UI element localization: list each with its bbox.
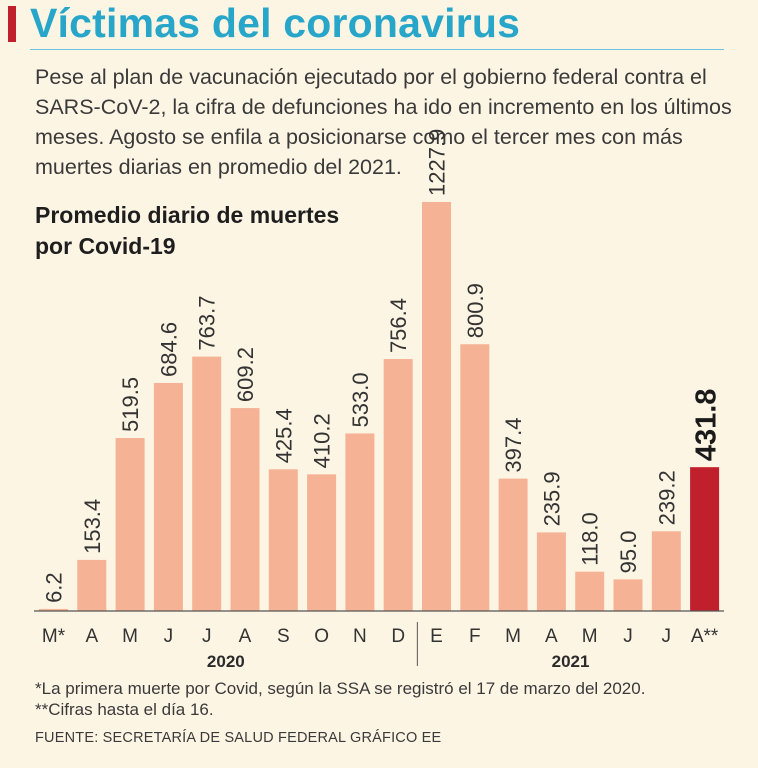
bar — [268, 469, 298, 611]
x-tick-label: A — [545, 626, 558, 647]
x-tick-label: A — [239, 626, 252, 647]
x-tick-label: J — [164, 626, 174, 647]
footnote-partial-month: **Cifras hasta el día 16. — [35, 700, 214, 719]
data-label: 425.4 — [271, 408, 296, 463]
data-label: 239.2 — [654, 470, 679, 525]
bar — [307, 474, 337, 611]
year-label: 2021 — [552, 652, 590, 671]
year-label: 2020 — [207, 652, 245, 671]
bar — [690, 467, 720, 611]
x-tick-label: E — [430, 626, 443, 647]
title-accent-bar — [8, 6, 16, 42]
bar — [39, 608, 68, 611]
data-label: 235.9 — [539, 471, 564, 526]
data-label: 519.5 — [118, 377, 143, 432]
x-tick-label: J — [662, 626, 672, 647]
bar — [422, 202, 451, 611]
data-label: 1227.9 — [425, 129, 450, 196]
bar — [460, 344, 490, 611]
x-tick-label: S — [277, 626, 290, 647]
data-label: 800.9 — [463, 283, 488, 338]
data-label: 397.4 — [501, 418, 526, 473]
bar — [383, 359, 413, 611]
bar — [651, 531, 681, 611]
bar — [77, 559, 107, 611]
data-label: 533.0 — [348, 372, 373, 427]
bar — [153, 382, 183, 611]
bar — [230, 408, 260, 611]
bar — [575, 571, 605, 611]
data-label: 684.6 — [156, 322, 181, 377]
data-label: 756.4 — [386, 298, 411, 353]
intro-paragraph: Pese al plan de vacunación ejecutado por… — [35, 65, 732, 179]
bar — [115, 437, 145, 611]
x-tick-label: F — [469, 626, 481, 647]
data-label: 431.8 — [691, 389, 723, 462]
bar — [192, 356, 222, 611]
x-tick-label: M — [505, 626, 521, 647]
x-tick-label: M* — [42, 626, 66, 647]
data-label: 609.2 — [233, 347, 258, 402]
title-divider — [30, 49, 724, 50]
bar — [498, 478, 528, 611]
bar — [536, 532, 566, 611]
x-tick-label: A — [85, 626, 98, 647]
data-label: 6.2 — [42, 572, 67, 603]
x-tick-label: D — [391, 626, 405, 647]
source-credit: FUENTE: SECRETARÍA DE SALUD FEDERAL GRÁF… — [35, 730, 442, 746]
data-label: 763.7 — [195, 296, 220, 351]
bar — [345, 433, 375, 611]
data-label: 410.2 — [310, 413, 335, 468]
x-tick-label: M — [582, 626, 598, 647]
x-tick-label: A** — [691, 626, 719, 647]
x-tick-label: N — [353, 626, 367, 647]
data-label: 118.0 — [578, 512, 603, 565]
data-label: 153.4 — [80, 499, 105, 554]
x-tick-label: M — [122, 626, 138, 647]
x-tick-label: J — [202, 626, 212, 647]
x-tick-label: O — [314, 626, 329, 647]
bar — [613, 579, 643, 611]
x-tick-label: J — [623, 626, 633, 647]
footnote-first-death: *La primera muerte por Covid, según la S… — [35, 679, 646, 698]
chart-title: Promedio diario de muertes por Covid-19 — [35, 202, 340, 259]
page-title: Víctimas del coronavirus — [30, 0, 521, 46]
data-label: 95.0 — [616, 531, 641, 574]
